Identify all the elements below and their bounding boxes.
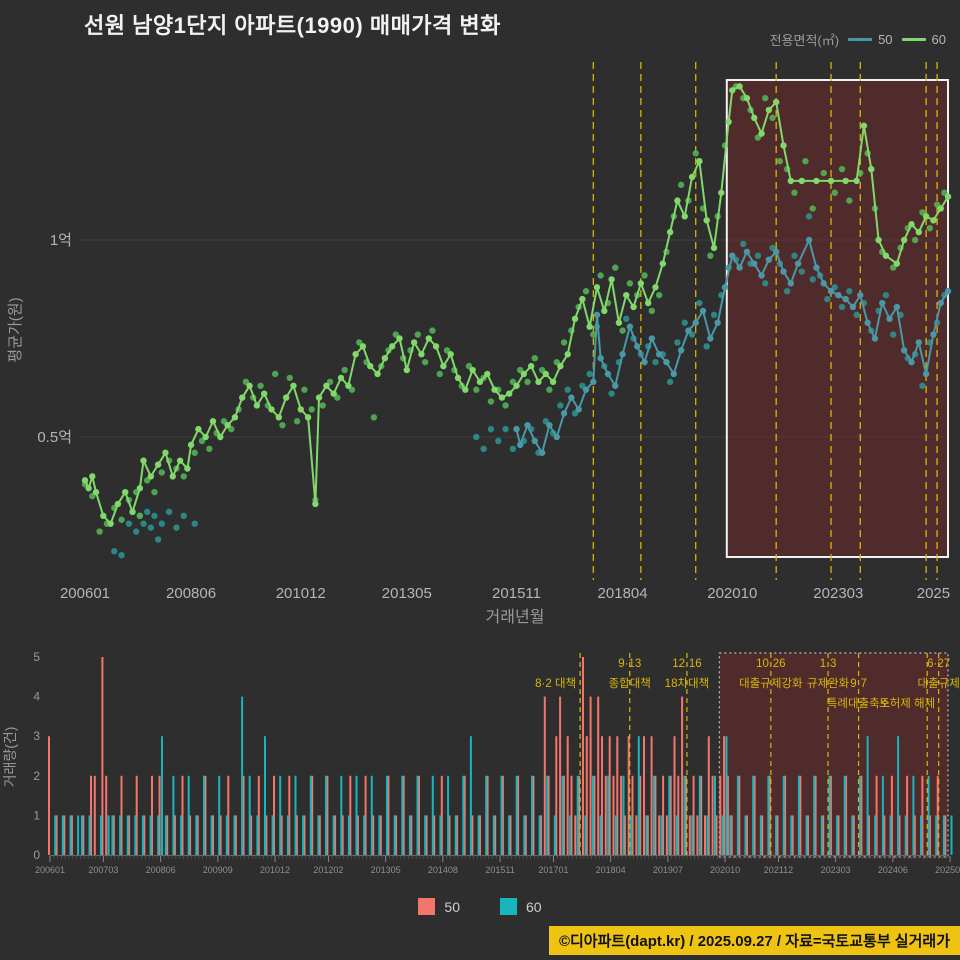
svg-text:12·16: 12·16 [672, 658, 701, 670]
svg-text:특례대출축소: 특례대출축소 [827, 697, 890, 710]
legend-bottom-item-50: 50 [418, 898, 460, 915]
svg-text:201012: 201012 [276, 585, 326, 602]
svg-text:201907: 201907 [653, 865, 683, 875]
svg-text:201305: 201305 [382, 585, 432, 602]
svg-text:202406: 202406 [878, 865, 908, 875]
legend-item-50-label: 50 [878, 32, 893, 47]
volume-x-axis: 200601 200703 200806 200909 201012 201202 2013… [35, 855, 960, 875]
volume-bars-50 [48, 657, 947, 855]
policy-annotations: 8·2 대책 9·13 종합대책 12·16 18차대책 10·26 대출규제강화 1·3 규제… [535, 658, 960, 710]
svg-text:대출규제강화: 대출규제강화 [739, 677, 803, 690]
volume-y-axis-title: 거래량(건) [2, 727, 18, 788]
highlight-box [725, 79, 950, 558]
legend-line-60-swatch [901, 38, 926, 41]
legend-bottom-label-50: 50 [444, 898, 460, 915]
price-gridlines: 0.5억 1억 [37, 232, 948, 446]
volume-y-axis: 0 1 2 3 4 5 [33, 650, 40, 862]
page-title: 선원 남양1단지 아파트(1990) 매매가격 변화 [84, 13, 501, 38]
svg-text:202303: 202303 [821, 865, 851, 875]
svg-text:200601: 200601 [35, 865, 65, 875]
volume-chart: 0 1 2 3 4 5 200601 200703 200806 200909 201012 2012… [2, 650, 960, 875]
svg-text:18차대책: 18차대책 [665, 676, 710, 690]
svg-text:201012: 201012 [260, 865, 290, 875]
svg-text:202010: 202010 [707, 585, 757, 602]
svg-text:200909: 200909 [203, 865, 233, 875]
svg-text:10·26: 10·26 [756, 658, 785, 670]
svg-text:202303: 202303 [813, 585, 863, 602]
svg-text:3: 3 [33, 729, 40, 743]
svg-text:201804: 201804 [598, 585, 648, 602]
volume-bars-60 [54, 696, 953, 855]
svg-text:201202: 201202 [313, 865, 343, 875]
svg-text:201804: 201804 [596, 865, 626, 875]
legend-bottom-label-60: 60 [526, 898, 542, 915]
svg-text:9·13: 9·13 [618, 658, 641, 670]
legend-item-60: 60 [901, 32, 946, 47]
legend-swatch-60 [500, 898, 517, 915]
volume-policy-lines [579, 653, 940, 855]
price-series-60 [81, 83, 952, 535]
legend-item-50: 50 [848, 32, 893, 47]
legend-top-label: 전용면적(㎡) [769, 33, 840, 48]
svg-text:202112: 202112 [764, 865, 793, 875]
svg-text:1·3: 1·3 [820, 658, 837, 670]
credit-bar: ©디아파트(dapt.kr) / 2025.09.27 / 자료=국토교통부 실… [548, 926, 960, 955]
svg-text:5: 5 [33, 650, 40, 664]
svg-text:대출규제: 대출규제 [917, 677, 959, 690]
svg-text:0: 0 [33, 848, 40, 862]
svg-text:1: 1 [33, 808, 40, 822]
svg-text:규제완화: 규제완화 [807, 677, 850, 690]
svg-text:202509: 202509 [935, 865, 960, 875]
svg-text:1억: 1억 [50, 232, 72, 249]
svg-text:201511: 201511 [492, 585, 541, 602]
svg-text:4: 4 [33, 690, 40, 704]
svg-text:200703: 200703 [88, 865, 118, 875]
svg-text:거래량(건): 거래량(건) [2, 727, 18, 788]
legend-swatch-50 [418, 898, 436, 915]
price-chart: 0.5억 1억 200601 200806 201012 201305 201511 2018… [7, 62, 952, 626]
svg-text:9·7: 9·7 [850, 678, 867, 690]
svg-text:8·2 대책: 8·2 대책 [535, 676, 576, 690]
svg-text:201701: 201701 [538, 865, 568, 875]
legend-bottom: 50 60 [0, 898, 960, 915]
svg-text:201511: 201511 [485, 865, 514, 875]
legend-line-50-swatch [848, 38, 873, 41]
price-y-axis-title: 평균가(원) [7, 297, 24, 362]
svg-text:2: 2 [33, 769, 40, 783]
svg-text:종합대책: 종합대책 [609, 676, 651, 690]
svg-text:거래년월: 거래년월 [486, 608, 545, 626]
svg-text:200806: 200806 [146, 865, 176, 875]
svg-text:2025: 2025 [917, 585, 950, 602]
svg-text:202010: 202010 [710, 865, 740, 875]
price-x-axis: 200601 200806 201012 201305 201511 201804 2020… [60, 585, 950, 626]
svg-text:평균가(원): 평균가(원) [7, 297, 24, 362]
svg-text:6·27: 6·27 [927, 658, 950, 670]
svg-text:200601: 200601 [60, 585, 110, 602]
svg-text:200806: 200806 [166, 585, 216, 602]
svg-text:토허제 해제: 토허제 해제 [879, 697, 935, 710]
svg-text:201408: 201408 [428, 865, 458, 875]
volume-highlight-box [718, 652, 949, 858]
svg-text:201305: 201305 [371, 865, 401, 875]
legend-item-60-label: 60 [931, 32, 946, 47]
legend-top: 전용면적(㎡) 50 60 [770, 30, 946, 49]
legend-bottom-item-60: 60 [500, 898, 542, 915]
svg-text:0.5억: 0.5억 [37, 429, 72, 446]
